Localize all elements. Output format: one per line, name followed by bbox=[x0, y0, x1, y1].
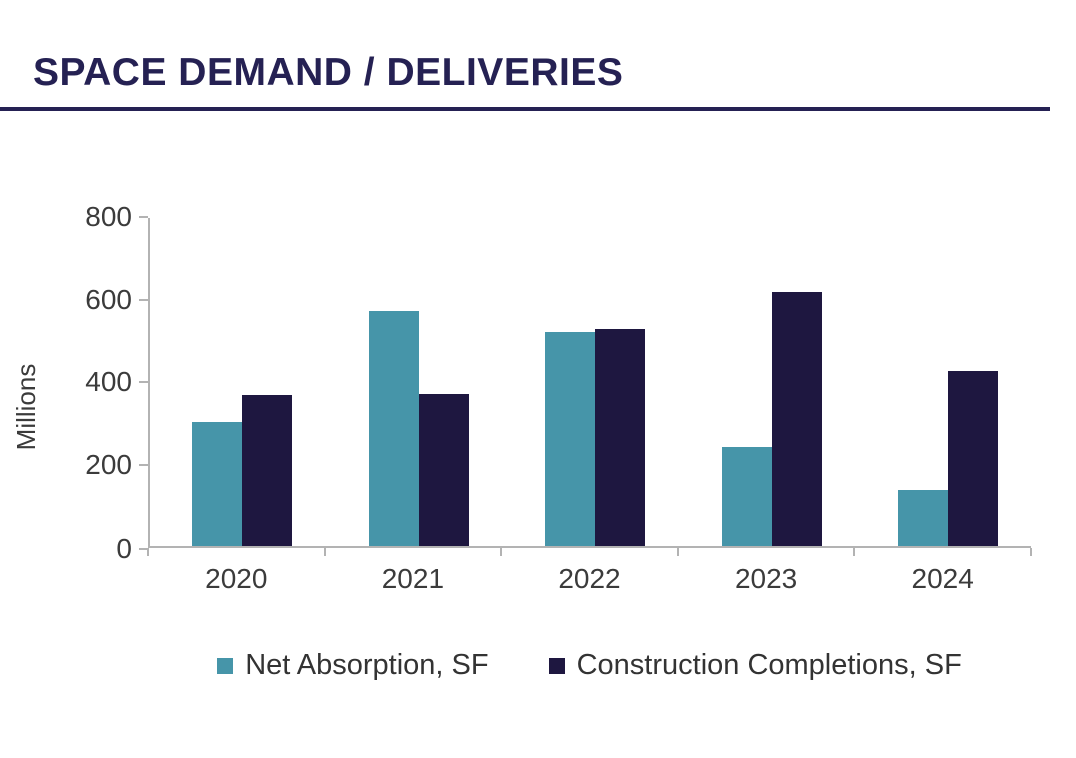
y-axis-tick-label: 200 bbox=[85, 449, 132, 480]
x-axis-tick-label-2020: 2020 bbox=[205, 563, 268, 594]
bar-construction-completions-sf-2022 bbox=[595, 329, 646, 546]
legend-item-construction-completions: Construction Completions, SF bbox=[548, 649, 962, 682]
x-axis-tick bbox=[1030, 548, 1032, 556]
y-axis-tick bbox=[139, 381, 148, 383]
bar-construction-completions-sf-2020 bbox=[242, 395, 292, 546]
legend-label-net-absorption: Net Absorption, SF bbox=[245, 649, 489, 681]
x-axis-tick-label-2023: 2023 bbox=[734, 563, 798, 594]
x-axis-tick bbox=[853, 548, 855, 556]
y-axis-tick-label: 400 bbox=[85, 366, 132, 397]
page-title: SPACE DEMAND / DELIVERIES bbox=[33, 51, 624, 94]
y-axis-tick bbox=[139, 299, 148, 301]
x-axis-tick bbox=[324, 548, 326, 556]
bar-net-absorption-sf-2022 bbox=[545, 332, 596, 546]
y-axis-tick-label: 600 bbox=[85, 284, 132, 315]
x-axis-tick-label-2024: 2024 bbox=[911, 563, 974, 594]
x-axis-tick bbox=[147, 548, 149, 556]
bar-construction-completions-sf-2021 bbox=[418, 394, 469, 546]
y-axis-tick bbox=[139, 548, 148, 550]
x-axis-tick bbox=[500, 548, 502, 556]
bar-group-2023 bbox=[678, 218, 855, 548]
bar-net-absorption-sf-2024 bbox=[898, 490, 949, 546]
bar-net-absorption-sf-2021 bbox=[368, 311, 419, 546]
x-axis-tick-label-2022: 2022 bbox=[558, 563, 621, 594]
y-axis-tick bbox=[139, 216, 148, 218]
legend-item-net-absorption: Net Absorption, SF bbox=[217, 649, 489, 682]
y-axis-tick-label: 800 bbox=[85, 201, 132, 232]
bar-net-absorption-sf-2020 bbox=[192, 422, 242, 546]
legend-swatch-construction-completions bbox=[548, 657, 565, 674]
bar-net-absorption-sf-2023 bbox=[721, 447, 772, 546]
plot-area bbox=[148, 218, 1031, 548]
bar-construction-completions-sf-2024 bbox=[948, 371, 999, 546]
x-axis-tick-label-2021: 2021 bbox=[381, 563, 445, 594]
y-axis-tick-label: 0 bbox=[116, 533, 132, 564]
title-underline bbox=[0, 107, 1050, 111]
x-axis-tick bbox=[677, 548, 679, 556]
bar-group-2021 bbox=[325, 218, 502, 548]
bar-group-2020 bbox=[148, 218, 325, 548]
legend-swatch-net-absorption bbox=[217, 657, 234, 674]
legend: Net Absorption, SF Construction Completi… bbox=[148, 649, 1031, 682]
bar-construction-completions-sf-2023 bbox=[771, 292, 822, 546]
bar-group-2024 bbox=[854, 218, 1031, 548]
y-axis-tick bbox=[139, 464, 148, 466]
bar-group-2022 bbox=[501, 218, 678, 548]
y-axis-title: Millions bbox=[11, 363, 41, 451]
legend-label-construction-completions: Construction Completions, SF bbox=[576, 649, 962, 681]
